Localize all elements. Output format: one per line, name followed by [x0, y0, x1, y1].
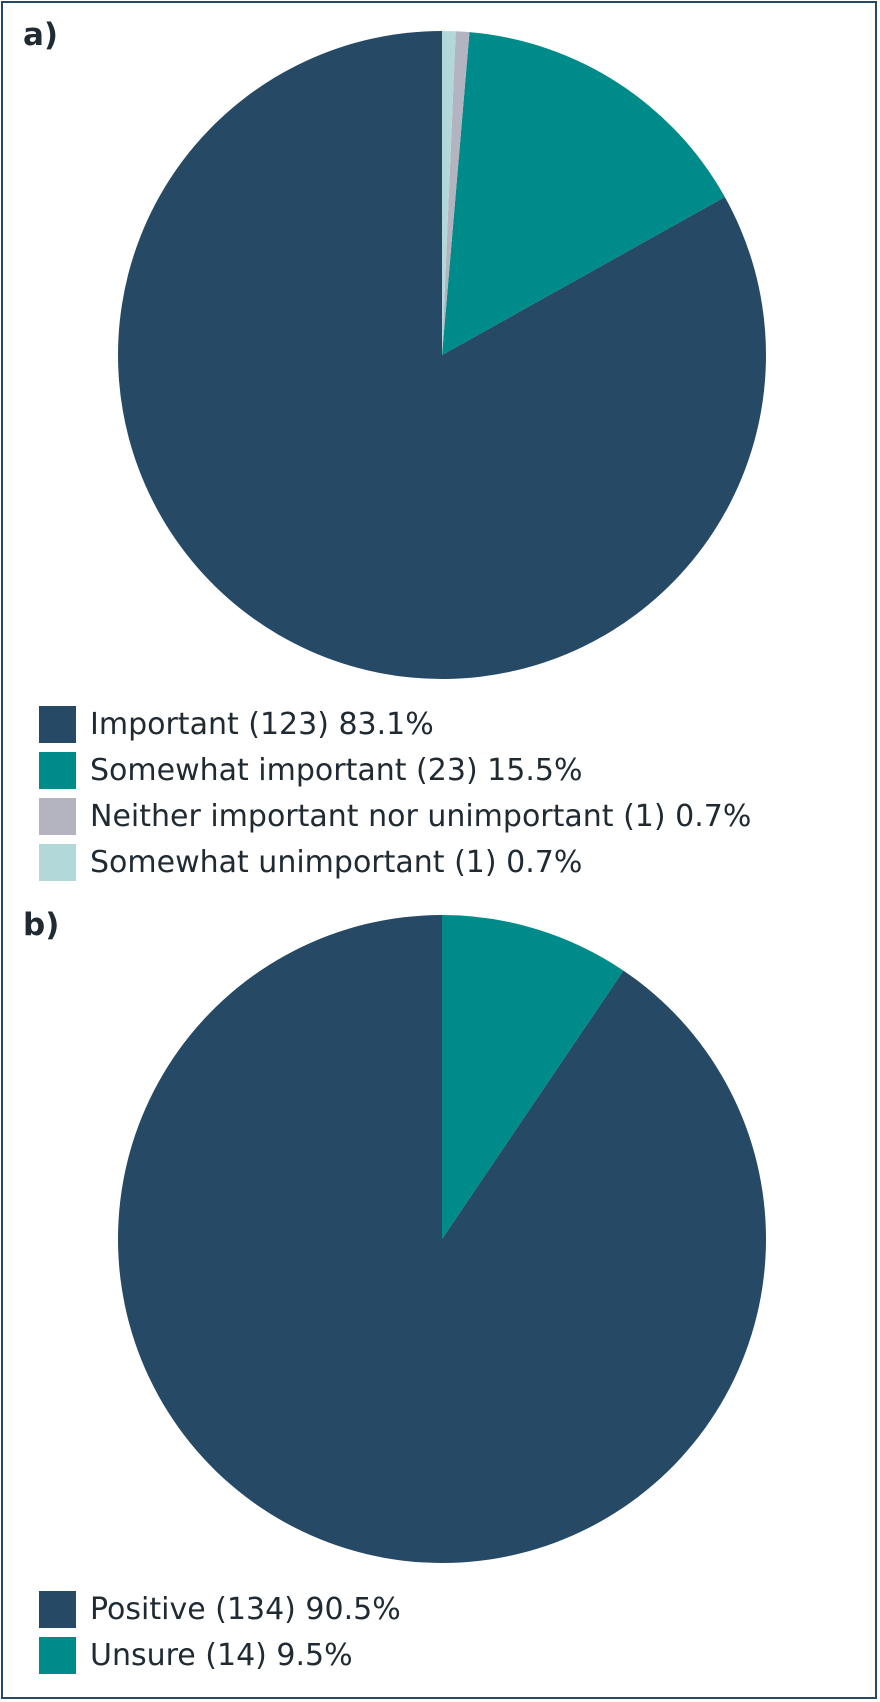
pie-slice-neither-important-nor-unimportant [442, 31, 470, 356]
legend-swatch [39, 797, 76, 835]
pie-slice-somewhat-unimportant [442, 31, 456, 355]
legend-label: Unsure (14) 9.5% [90, 1637, 353, 1673]
legend-b: Positive (134) 90.5% Unsure (14) 9.5% [39, 1586, 401, 1678]
panel-label-a: a) [23, 17, 59, 53]
legend-swatch [39, 843, 76, 881]
legend-item: Unsure (14) 9.5% [39, 1632, 401, 1678]
legend-item: Neither important nor unimportant (1) 0.… [39, 793, 751, 839]
legend-item: Positive (134) 90.5% [39, 1586, 401, 1632]
pie-chart-a [118, 31, 767, 679]
pie-slice-positive [117, 915, 766, 1563]
legend-item: Somewhat important (23) 15.5% [39, 747, 751, 793]
legend-swatch [39, 1590, 76, 1628]
legend-label: Somewhat unimportant (1) 0.7% [90, 844, 583, 880]
legend-label: Neither important nor unimportant (1) 0.… [90, 798, 752, 834]
legend-item: Important (123) 83.1% [39, 701, 751, 747]
legend-swatch [39, 751, 76, 789]
legend-label: Positive (134) 90.5% [90, 1591, 401, 1627]
legend-swatch [39, 1636, 76, 1674]
panel-label-b: b) [23, 907, 60, 943]
legend-swatch [39, 705, 76, 743]
legend-label: Important (123) 83.1% [90, 706, 434, 742]
pie-slice-unsure [442, 915, 624, 1239]
legend-a: Important (123) 83.1% Somewhat important… [39, 701, 751, 885]
legend-item: Somewhat unimportant (1) 0.7% [39, 839, 751, 885]
pie-chart-b [117, 915, 766, 1563]
legend-label: Somewhat important (23) 15.5% [90, 752, 583, 788]
pie-slice-somewhat-important [442, 32, 725, 356]
pie-slice-important [118, 31, 767, 679]
